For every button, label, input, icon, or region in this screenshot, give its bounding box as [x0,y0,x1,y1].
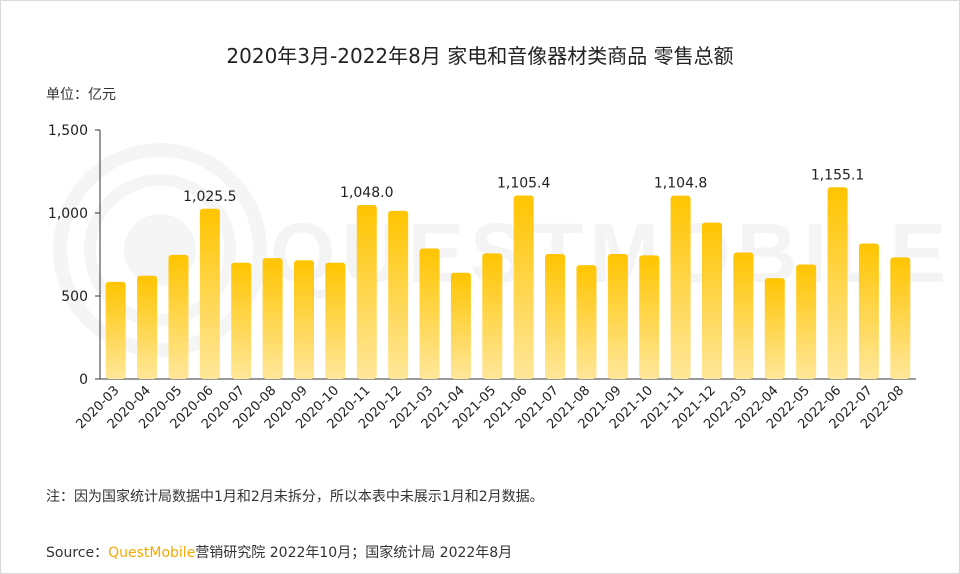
bar [294,260,314,379]
bar [890,257,911,379]
unit-label: 单位：亿元 [46,87,116,103]
bar [670,195,691,379]
bar [356,205,377,379]
bar [796,264,817,379]
data-label: 1,104.8 [654,176,707,192]
bar [388,210,409,379]
y-tick-label: 1,500 [48,123,88,139]
source-prefix: Source： [46,545,109,561]
footnote: 注：因为国家统计局数据中1月和2月未拆分，所以本表中未展示1月和2月数据。 [46,489,544,505]
data-label: 1,105.4 [497,176,551,192]
y-tick-label: 1,000 [48,206,88,222]
bar [450,272,471,379]
bar [545,254,566,379]
source-brand: QuestMobile [108,545,196,561]
data-label: 1,155.1 [811,167,864,183]
data-label: 1,025.5 [183,189,236,205]
bar [764,278,785,379]
bar [325,262,346,379]
bar [231,262,252,379]
y-tick-label: 0 [79,372,88,388]
bar [137,275,158,379]
bar [607,254,628,379]
bar [199,208,220,379]
y-tick-label: 500 [61,289,88,305]
source-rest: 营销研究院 2022年10月；国家统计局 2022年8月 [195,545,513,561]
bar [105,281,126,379]
bar [513,195,534,379]
chart-title: 2020年3月-2022年8月 家电和音像器材类商品 零售总额 [226,44,734,68]
source-line: Source：QuestMobile营销研究院 2022年10月；国家统计局 2… [46,542,512,562]
bar [419,248,440,379]
bar [733,252,754,379]
bar [858,243,879,379]
data-label: 1,048.0 [340,185,393,201]
bar [702,222,722,379]
bar [639,255,660,379]
bar [482,253,503,379]
bar [168,254,189,379]
bar [827,187,848,379]
bar [576,265,597,379]
bar [262,258,283,379]
